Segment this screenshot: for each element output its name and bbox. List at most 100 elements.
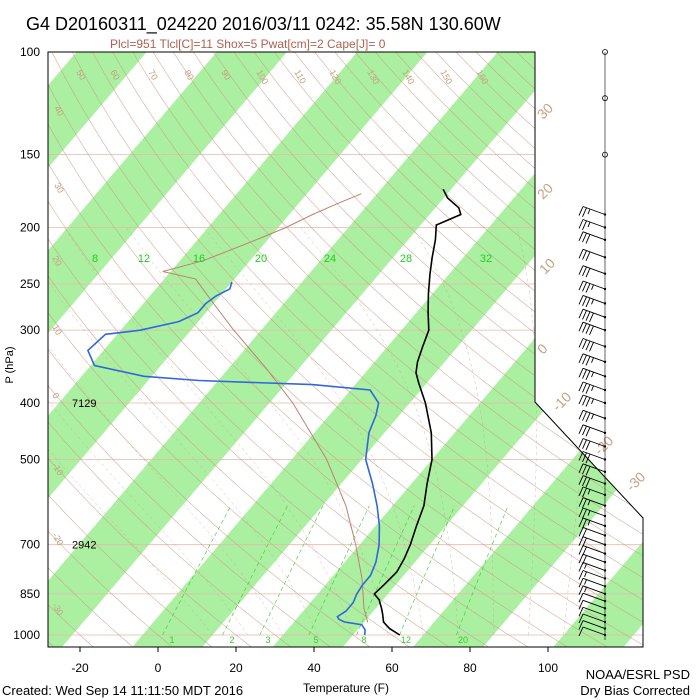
wind-barb-dot	[603, 569, 607, 572]
wind-barb-dot	[603, 375, 607, 378]
wind-barb	[578, 409, 607, 423]
wind-barb-dot	[603, 238, 607, 242]
mixing-ratio-label: 16	[193, 253, 205, 265]
chart-indices: Plcl=951 Tlcl[C]=11 Shox=5 Pwat[cm]=2 Ca…	[110, 37, 386, 51]
wind-barb-staff	[582, 553, 606, 563]
pressure-tick-label: 400	[20, 396, 40, 410]
wind-barb	[578, 438, 607, 451]
dry-adiabat	[48, 52, 450, 647]
wind-barb-half-flag	[584, 579, 587, 585]
dry-adiabat	[48, 52, 173, 647]
wind-barb-flag	[582, 476, 587, 487]
wind-barb	[578, 585, 607, 596]
wind-barb-flag	[582, 439, 587, 449]
isotherm-stripe	[367, 52, 643, 647]
wind-barb-flag	[585, 297, 591, 308]
wind-barb-flag	[585, 477, 591, 488]
wind-barb-flag	[582, 250, 587, 260]
wind-barb-half-flag	[591, 299, 594, 305]
mixing-ratio-label: 32	[480, 253, 492, 265]
wind-barb-staff	[582, 570, 606, 579]
wind-barb-dot	[603, 560, 607, 564]
wind-barb-flag	[578, 578, 584, 588]
wind-barb-half-flag	[591, 414, 594, 420]
wind-barb-dot	[603, 417, 607, 420]
wind-barb-flag	[585, 283, 591, 293]
wind-barb-half-flag	[587, 520, 591, 526]
mixing-ratio-line	[259, 505, 324, 636]
mixing-ratio-label: 20	[255, 253, 267, 265]
wind-barb-flag	[578, 381, 584, 392]
created-timestamp: Created: Wed Sep 14 11:11:50 MDT 2016	[2, 683, 243, 698]
wind-barb-flag	[578, 231, 584, 242]
wind-barb-staff	[582, 585, 606, 595]
wind-barb	[578, 338, 607, 352]
wind-barb-flag	[578, 585, 584, 596]
wind-barb-half-flag	[584, 563, 587, 569]
wind-barb-half-flag	[587, 500, 591, 506]
wind-barb	[578, 394, 607, 407]
moist-adiabat	[48, 227, 284, 636]
height-label: 2942	[72, 540, 96, 552]
wind-barb-flag	[582, 546, 587, 557]
wind-barb-staff	[582, 545, 606, 554]
wind-barb-flag	[582, 282, 587, 292]
dry-adiabat	[112, 52, 643, 647]
dry-adiabat	[48, 52, 332, 647]
dry-adiabat	[233, 52, 643, 647]
wind-barb-flag	[585, 384, 591, 394]
theta-label: 60	[108, 68, 122, 82]
wind-barb-staff	[582, 321, 606, 331]
wind-barb-flag	[578, 507, 584, 518]
wind-barb-flag	[578, 308, 584, 319]
wind-barb-flag	[578, 517, 584, 528]
wind-barb-flag	[578, 368, 584, 378]
wind-barb	[578, 463, 607, 476]
isotherm-stripe	[48, 52, 595, 647]
wind-barb-flag	[578, 280, 584, 291]
wind-barb-half-flag	[587, 221, 591, 228]
wind-barb	[578, 486, 607, 498]
dry-adiabat	[48, 52, 643, 647]
theta-label: 80	[182, 68, 196, 82]
wind-barb-half-flag	[587, 208, 591, 215]
wind-barb-flag	[582, 296, 587, 306]
wind-barb	[578, 353, 607, 366]
pressure-tick-label: 200	[20, 221, 40, 235]
wind-barb-staff	[582, 219, 606, 228]
x-tick-label: 40	[307, 661, 321, 675]
wind-barb-flag	[582, 509, 587, 519]
wind-barb-flag	[585, 440, 591, 451]
wind-barb-staff	[582, 497, 606, 507]
wind-barb-flag	[582, 396, 587, 406]
calm-wind-marker	[602, 49, 608, 55]
wind-barb	[578, 497, 607, 509]
wind-barb-flag	[589, 312, 594, 323]
credit-line-1: NOAA/ESRL PSD	[586, 667, 690, 682]
wind-barb-flag	[582, 528, 587, 538]
mixing-ratio-label-bottom: 3	[265, 635, 270, 645]
wind-barb-staff	[582, 606, 606, 616]
wind-barb-flag	[578, 613, 584, 624]
wind-barb-flag	[585, 356, 591, 366]
wind-barb	[578, 381, 607, 394]
theta-label: 10	[50, 323, 64, 337]
wind-barb-staff	[582, 463, 606, 473]
wind-barb-flag	[589, 325, 594, 336]
dry-adiabat	[71, 52, 643, 647]
wind-barb-flag	[582, 207, 587, 217]
wind-barb-staff	[582, 353, 606, 363]
height-label: 7129	[72, 398, 96, 410]
wind-barb-flag	[582, 383, 587, 393]
wind-barb	[578, 599, 607, 610]
wind-barb	[578, 231, 607, 244]
chart-title: G4 D20160311_024220 2016/03/11 0242: 35.…	[26, 14, 501, 35]
wind-barb-flag	[578, 410, 584, 420]
wind-barb	[578, 321, 607, 336]
wind-barb-flag	[582, 452, 587, 462]
wind-barb-flag	[578, 394, 584, 405]
wind-barb-staff	[582, 451, 606, 460]
sounding-profiles	[86, 188, 462, 636]
calm-wind-marker	[602, 95, 608, 102]
wind-barb-dot	[603, 493, 607, 497]
